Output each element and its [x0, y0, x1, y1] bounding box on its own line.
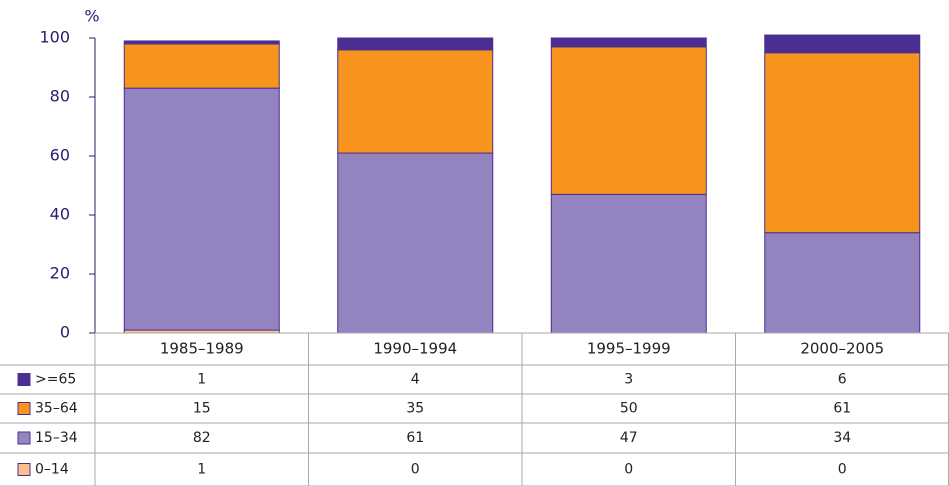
legend-swatch [17, 463, 31, 476]
bar-segment [123, 43, 280, 89]
legend-swatch [17, 373, 31, 386]
table-cell: 35 [406, 401, 424, 417]
y-axis-label: % [84, 7, 99, 26]
table-cell: 1 [197, 372, 206, 388]
legend-label: 15–34 [35, 430, 78, 446]
table-cell: 61 [833, 401, 851, 417]
y-tick-label: 100 [39, 28, 70, 47]
x-tick-label: 1985–1989 [160, 340, 244, 358]
table-cell: 0 [624, 462, 633, 478]
table-cell: 50 [620, 401, 638, 417]
bar-segment [764, 52, 921, 234]
table-cell: 0 [838, 462, 847, 478]
y-tick-label: 80 [50, 87, 70, 106]
table-cell: 34 [833, 430, 851, 446]
bar-segment [764, 34, 921, 54]
y-tick-label: 40 [50, 205, 70, 224]
legend-label: 35–64 [35, 401, 78, 417]
table-cell: 4 [411, 372, 420, 388]
legend-swatch [17, 431, 31, 445]
y-tick-label: 60 [50, 146, 70, 165]
bar-segment [337, 152, 494, 334]
table-cell: 82 [193, 430, 211, 446]
table-cell: 47 [620, 430, 638, 446]
table-cell: 1 [197, 462, 206, 478]
table-cell: 6 [838, 372, 847, 388]
bar-segment [550, 37, 707, 48]
table-cell: 15 [193, 401, 211, 417]
bar-segment [123, 87, 280, 331]
y-tick-label: 0 [60, 323, 70, 342]
y-tick-label: 20 [50, 264, 70, 283]
table-cell: 3 [624, 372, 633, 388]
legend-swatch [17, 402, 31, 415]
legend-label: 0–14 [35, 462, 69, 478]
bar-segment [764, 232, 921, 334]
x-tick-label: 1995–1999 [587, 340, 671, 358]
bar-segment [123, 40, 280, 45]
table-cell: 0 [411, 462, 420, 478]
table-cell: 61 [406, 430, 424, 446]
bar-segment [550, 46, 707, 195]
x-tick-label: 2000–2005 [800, 340, 884, 358]
x-tick-label: 1990–1994 [373, 340, 457, 358]
bar-segment [337, 37, 494, 51]
legend-label: >=65 [35, 372, 76, 388]
bar-segment [337, 49, 494, 154]
bar-segment [550, 193, 707, 334]
